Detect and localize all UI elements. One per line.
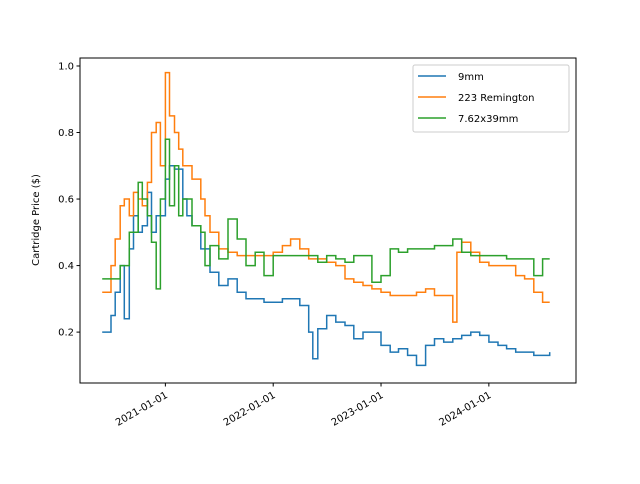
legend-label: 223 Remington	[458, 93, 535, 104]
y-tick-label: 0.6	[58, 195, 74, 206]
x-tick-label: 2023-01-01	[330, 390, 386, 429]
y-tick-label: 0.8	[58, 128, 74, 139]
y-axis-label: Cartridge Price ($)	[31, 174, 42, 266]
series-lines	[102, 71, 551, 367]
series-line-1	[102, 71, 550, 323]
legend-label: 9mm	[458, 72, 484, 83]
y-axis: 0.2 0.4 0.6 0.8 1.0	[58, 61, 80, 339]
series-line-2	[102, 138, 550, 290]
x-tick-label: 2024-01-01	[438, 390, 494, 429]
legend-box	[412, 64, 570, 133]
y-tick-label: 0.2	[58, 328, 74, 339]
y-tick-label: 1.0	[58, 61, 74, 72]
x-tick-label: 2022-01-01	[222, 390, 278, 429]
x-tick-label: 2021-01-01	[114, 390, 170, 429]
plot-frame	[79, 57, 577, 384]
x-axis: 2021-01-01 2022-01-01 2023-01-01 2024-01-01	[114, 383, 493, 429]
legend: 9mm 223 Remington 7.62x39mm	[412, 64, 570, 133]
legend-label: 7.62x39mm	[458, 114, 518, 125]
y-tick-label: 0.4	[58, 261, 74, 272]
